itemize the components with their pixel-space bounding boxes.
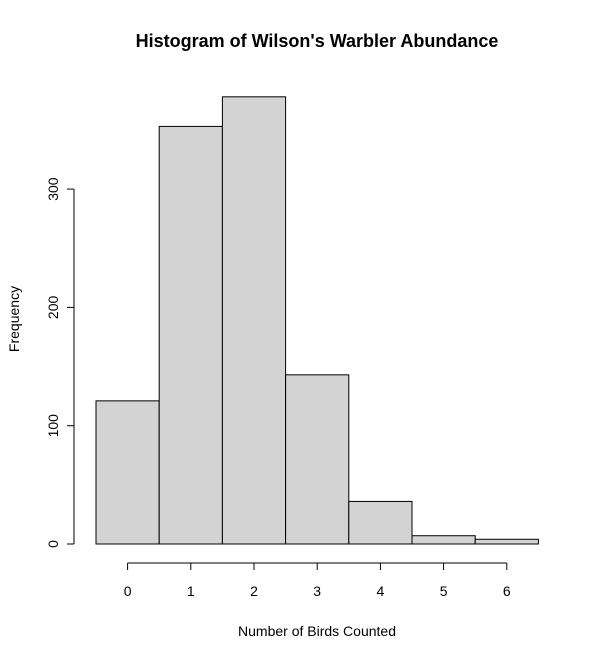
y-tick-label: 200 [45,296,61,320]
x-tick-label: 1 [187,583,195,599]
x-axis-label: Number of Birds Counted [238,623,396,639]
histogram-bar-4 [348,500,413,545]
histogram-bar-5 [411,535,476,545]
y-tick-label: 300 [45,177,61,201]
histogram-bar-0 [95,400,160,545]
y-tick-label: 100 [45,414,61,438]
y-tick-label: 0 [45,540,61,548]
chart-title: Histogram of Wilson's Warbler Abundance [136,31,499,51]
histogram-bar-1 [158,125,223,545]
x-tick-label: 2 [250,583,258,599]
x-tick-label: 4 [377,583,385,599]
x-tick-label: 5 [440,583,448,599]
x-tick-label: 3 [313,583,321,599]
histogram-bar-2 [221,96,287,545]
histogram-bar-3 [285,374,350,545]
x-tick-label: 0 [124,583,132,599]
y-axis: 0 100 200 300 [45,177,75,548]
x-tick-label: 6 [503,583,511,599]
x-axis: 0 1 2 3 4 5 6 [124,562,511,599]
bars-group [95,96,539,545]
y-axis-label: Frequency [6,286,22,352]
histogram-bar-6 [474,538,539,545]
